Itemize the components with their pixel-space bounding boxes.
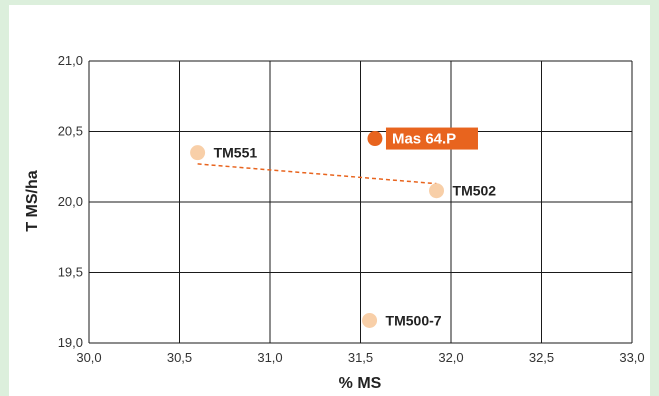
x-tick-label: 31,5 <box>348 350 373 365</box>
data-point-label: Mas 64.P <box>392 131 456 148</box>
highlight-label-background <box>385 127 478 150</box>
data-point-label: TM502 <box>453 183 497 199</box>
x-tick-label: 31,0 <box>257 350 282 365</box>
x-tick-label: 32,0 <box>438 350 463 365</box>
trendline-layer <box>197 163 437 185</box>
y-axis-title: T MS/ha <box>24 170 41 231</box>
x-tick-label: 33,0 <box>619 350 644 365</box>
grid <box>88 60 633 344</box>
scatter-chart: TM551 Mas 64.P TM502 TM500-7 30,0 30,5 31,0 31… <box>24 53 645 392</box>
points-layer: TM551 Mas 64.P TM502 TM500-7 <box>190 127 497 328</box>
y-tick-labels: 19,0 19,5 20,0 20,5 21,0 <box>58 53 83 350</box>
y-tick-label: 19,0 <box>58 335 83 350</box>
x-tick-label: 30,5 <box>167 350 192 365</box>
x-axis-title: % MS <box>339 375 382 392</box>
x-tick-label: 32,5 <box>529 350 554 365</box>
trendline <box>197 163 437 185</box>
x-tick-labels: 30,0 30,5 31,0 31,5 32,0 32,5 33,0 <box>76 350 644 365</box>
y-tick-label: 21,0 <box>58 53 83 68</box>
x-tick-label: 30,0 <box>76 350 101 365</box>
chart-frame: TM551 Mas 64.P TM502 TM500-7 30,0 30,5 31,0 31… <box>9 5 650 396</box>
data-point <box>190 145 206 161</box>
y-tick-label: 20,5 <box>58 124 83 139</box>
data-point <box>367 131 383 147</box>
data-point-label: TM551 <box>214 145 258 161</box>
y-tick-label: 19,5 <box>58 265 83 280</box>
y-tick-label: 20,0 <box>58 194 83 209</box>
data-point <box>429 183 445 199</box>
data-point-label: TM500-7 <box>386 312 442 328</box>
data-point <box>362 312 378 328</box>
